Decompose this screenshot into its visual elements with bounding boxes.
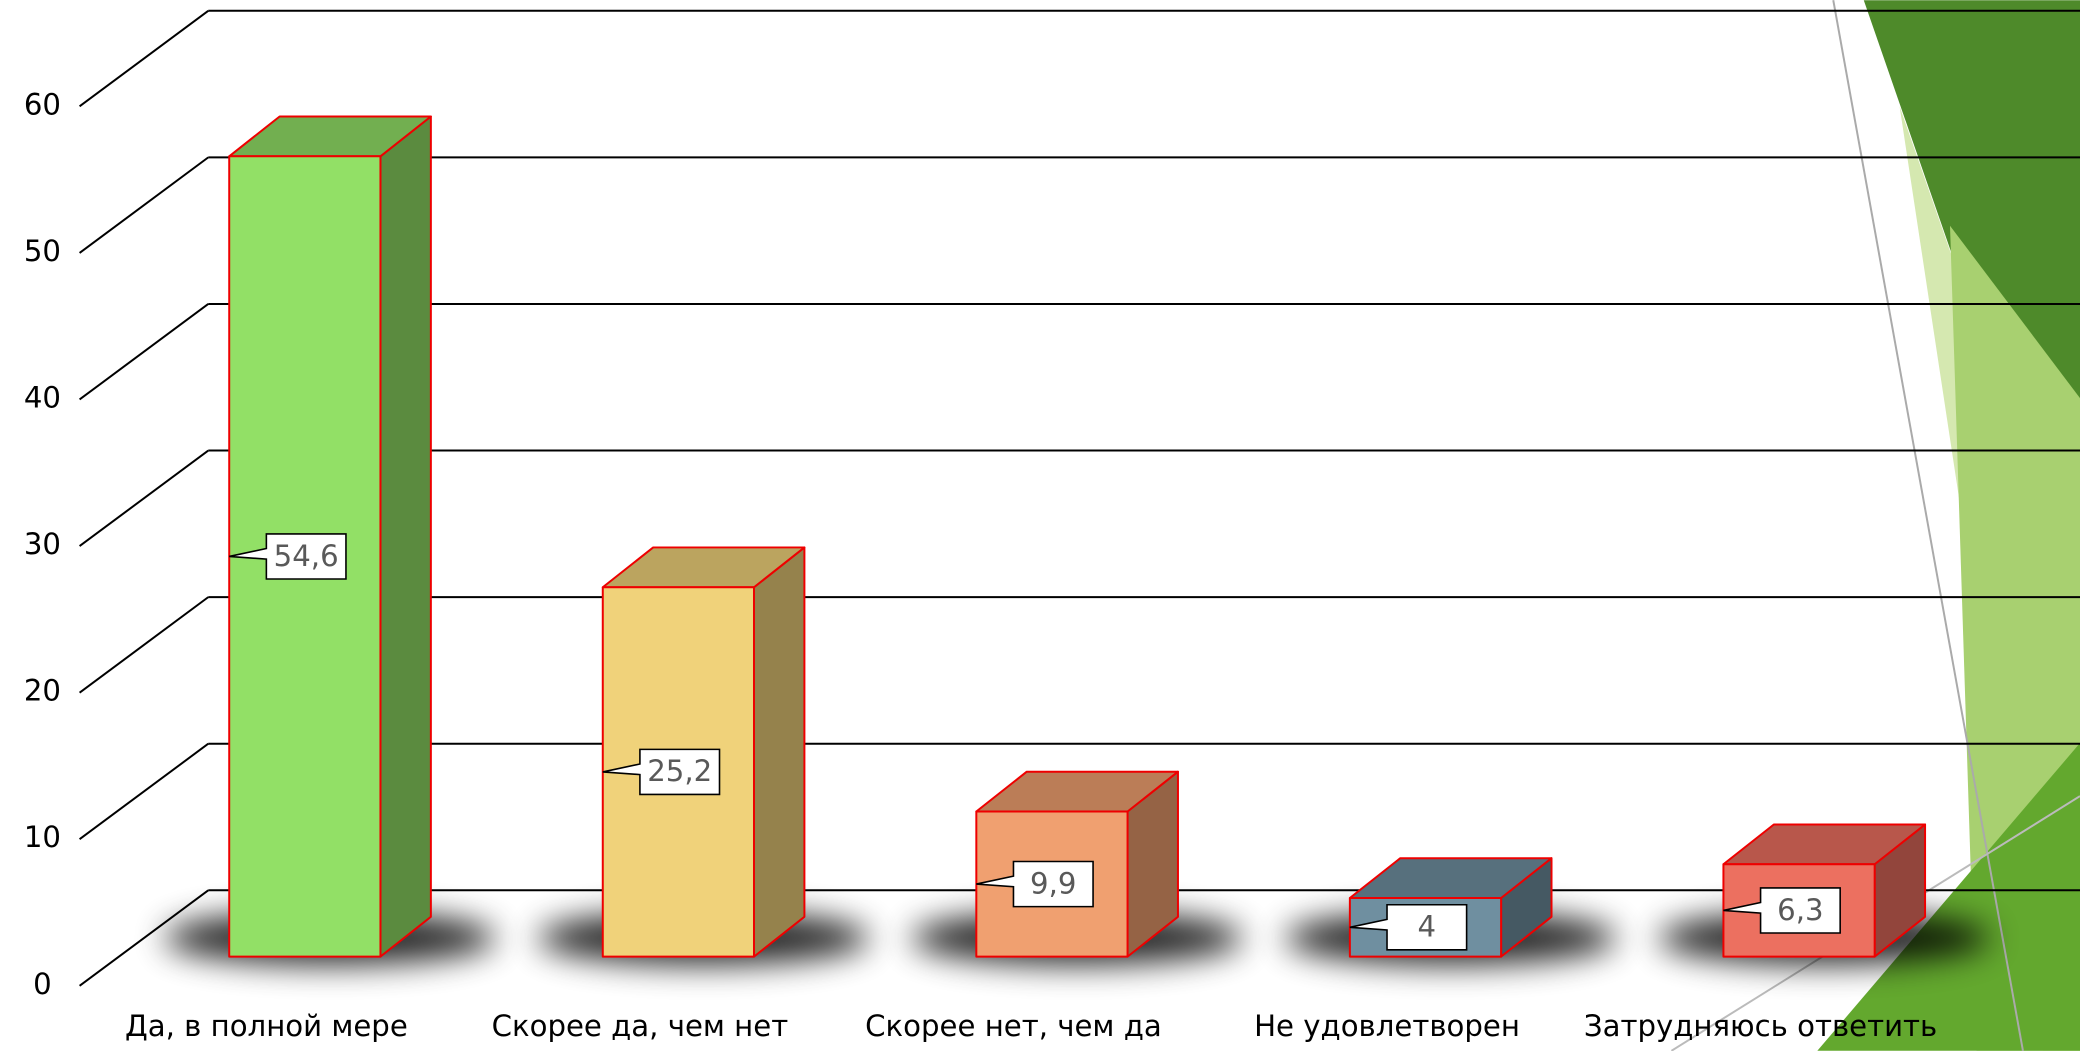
grid-line: [80, 304, 209, 400]
value-label: 6,3: [1777, 893, 1823, 927]
y-tick-label: 50: [24, 234, 61, 268]
grid-line: [80, 11, 209, 107]
bar-side: [380, 116, 430, 956]
x-tick-label: Да, в полной мере: [125, 1009, 408, 1043]
grid-line: [80, 597, 209, 693]
x-tick-label: Не удовлетворен: [1254, 1009, 1520, 1043]
y-tick-label: 60: [24, 87, 61, 121]
bar-side: [754, 547, 804, 956]
y-tick-label: 40: [24, 380, 61, 414]
y-tick-label: 20: [24, 674, 61, 708]
x-tick-label: Скорее да, чем нет: [492, 1009, 789, 1043]
value-label: 25,2: [647, 754, 712, 788]
value-label: 9,9: [1030, 866, 1076, 900]
value-label: 54,6: [274, 539, 339, 573]
x-tick-label: Скорее нет, чем да: [865, 1009, 1162, 1043]
value-label: 4: [1418, 910, 1437, 944]
y-tick-label: 10: [24, 820, 61, 854]
y-tick-label: 0: [33, 967, 52, 1001]
grid-line: [80, 744, 209, 840]
x-tick-label: Затрудняюсь ответить: [1584, 1009, 1937, 1043]
y-tick-label: 30: [24, 527, 61, 561]
chart: 0 10 20 30 40 50 60 54,6 Да, в полной мере 25,2 Ск…: [0, 0, 2080, 1051]
grid-line: [80, 451, 209, 547]
grid-line: [80, 157, 209, 253]
